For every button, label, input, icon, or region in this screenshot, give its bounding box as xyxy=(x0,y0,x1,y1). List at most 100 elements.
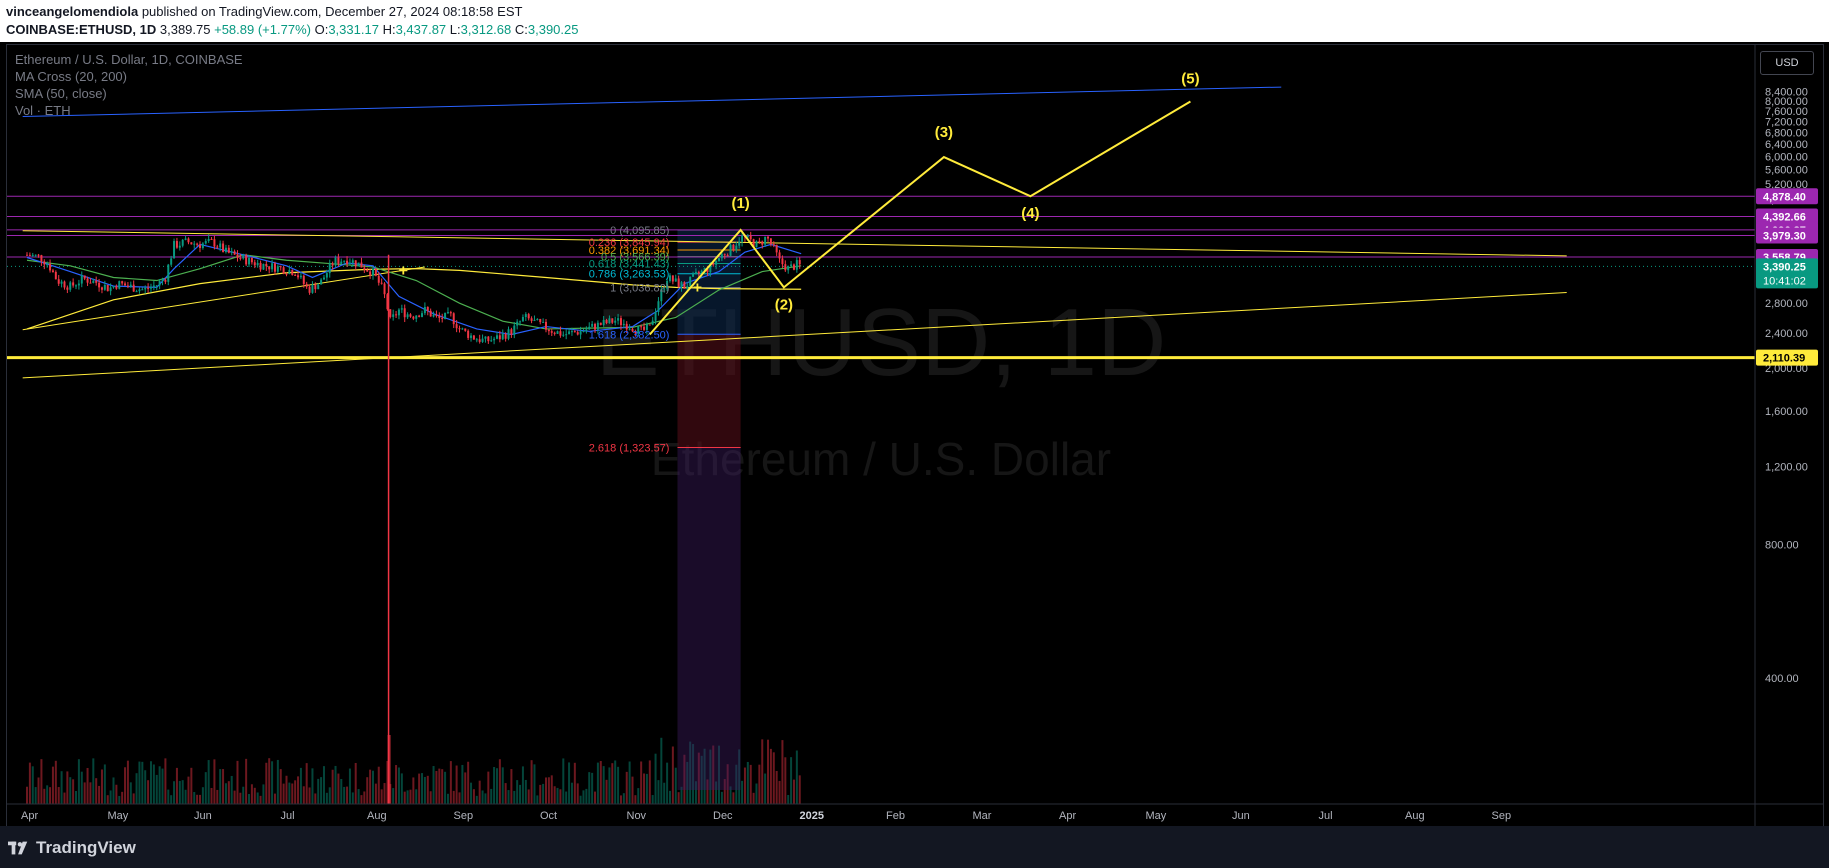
wave-label: (3) xyxy=(935,124,953,141)
volume-bar xyxy=(297,776,300,804)
volume-bar xyxy=(697,752,700,804)
x-tick-label: Oct xyxy=(540,810,557,822)
volume-bar xyxy=(158,766,161,804)
volume-bar xyxy=(533,764,536,804)
candle-body xyxy=(126,285,129,287)
x-tick-label: Jul xyxy=(1319,810,1333,822)
x-tick-label: Sep xyxy=(454,810,474,822)
volume-bar xyxy=(487,771,490,804)
volume-bar xyxy=(628,761,631,804)
candle-body xyxy=(478,339,481,342)
candle-body xyxy=(536,318,539,320)
candle-body xyxy=(320,279,323,285)
volume-bar xyxy=(406,790,409,804)
legend-sma[interactable]: SMA (50, close) xyxy=(15,86,107,101)
volume-bar xyxy=(715,781,718,804)
legend-ma-cross[interactable]: MA Cross (20, 200) xyxy=(15,69,127,84)
volume-bar xyxy=(34,787,37,804)
volume-bar xyxy=(767,739,770,804)
candle-body xyxy=(772,244,775,246)
y-tick-label: 800.00 xyxy=(1765,539,1799,551)
volume-bar xyxy=(475,795,478,804)
author-name[interactable]: vinceangelomendiola xyxy=(6,4,139,19)
volume-bar xyxy=(72,779,75,804)
volume-bar xyxy=(236,760,239,804)
candle-body xyxy=(432,314,435,317)
candle-body xyxy=(441,317,444,319)
volume-bar xyxy=(37,777,40,804)
volume-bar xyxy=(152,764,155,804)
volume-bar xyxy=(769,748,772,804)
wave-label: (2) xyxy=(775,296,793,313)
candle-body xyxy=(461,328,464,330)
y-tick-label: 7,600.00 xyxy=(1765,106,1808,118)
candle-body xyxy=(325,273,328,278)
candle-body xyxy=(412,316,415,319)
candle-body xyxy=(654,311,657,321)
volume-bar xyxy=(709,749,712,804)
candle-body xyxy=(291,269,294,275)
publish-header: vinceangelomendiola published on Trading… xyxy=(0,0,1829,42)
tradingview-logo-icon xyxy=(8,841,28,855)
candle-body xyxy=(625,323,628,330)
elliott-wave-path xyxy=(649,100,1191,336)
currency-selector[interactable]: USD xyxy=(1760,51,1814,75)
candle-body xyxy=(533,319,536,321)
volume-bar xyxy=(498,759,501,804)
candle-body xyxy=(507,329,510,339)
candle-body xyxy=(524,314,527,318)
fib-zone-lower xyxy=(677,334,741,448)
chart-legend: Ethereum / U.S. Dollar, 1D, COINBASE MA … xyxy=(15,51,243,119)
volume-bar xyxy=(320,777,323,804)
volume-bar xyxy=(490,788,493,804)
candle-body xyxy=(769,238,772,245)
candle-body xyxy=(369,271,372,276)
candle-body xyxy=(147,287,150,289)
volume-bar xyxy=(472,789,475,804)
candle-body xyxy=(429,310,432,317)
legend-volume[interactable]: Vol · ETH xyxy=(15,103,71,118)
volume-bar xyxy=(692,744,695,804)
volume-bar xyxy=(720,791,723,804)
volume-bar xyxy=(671,746,674,804)
price-label-text: 4,392.66 xyxy=(1763,211,1806,223)
price-label-box xyxy=(1756,188,1818,205)
candle-body xyxy=(645,324,648,330)
candle-body xyxy=(132,284,135,292)
tradingview-logo[interactable]: TradingView xyxy=(8,838,136,858)
volume-bar xyxy=(562,758,565,804)
volume-bar xyxy=(545,777,547,804)
volume-bar xyxy=(611,763,614,804)
volume-bar xyxy=(256,792,259,804)
volume-bar xyxy=(233,790,236,804)
volume-bar xyxy=(455,765,458,804)
volume-bar xyxy=(761,739,764,804)
x-tick-label: May xyxy=(1146,810,1167,822)
chart-container[interactable]: ETHUSD, 1D Ethereum / U.S. Dollar + + 0 (4… xyxy=(6,44,1824,835)
volume-bar xyxy=(637,788,640,804)
candle-body xyxy=(271,263,274,270)
candle-body xyxy=(781,258,784,265)
fib-level-label: 0.5 (3,566.39) xyxy=(601,252,670,264)
price-label-box xyxy=(1756,227,1818,244)
volume-bar xyxy=(634,795,637,804)
candle-body xyxy=(570,331,573,333)
candle-body xyxy=(377,275,380,283)
candle-body xyxy=(718,258,720,261)
candle-body xyxy=(164,279,167,282)
candle-body xyxy=(556,331,559,334)
volume-bar xyxy=(288,782,291,804)
candle-body xyxy=(314,284,317,290)
candle-body xyxy=(426,306,429,311)
volume-bar xyxy=(602,766,605,804)
candle-body xyxy=(634,331,637,334)
candle-body xyxy=(167,264,170,282)
volume-bar xyxy=(175,767,178,804)
candle-body xyxy=(573,331,576,333)
candle-body xyxy=(622,323,625,326)
candle-body xyxy=(588,326,591,330)
legend-title[interactable]: Ethereum / U.S. Dollar, 1D, COINBASE xyxy=(15,52,243,67)
candle-body xyxy=(614,320,617,323)
volume-bar xyxy=(199,794,201,804)
